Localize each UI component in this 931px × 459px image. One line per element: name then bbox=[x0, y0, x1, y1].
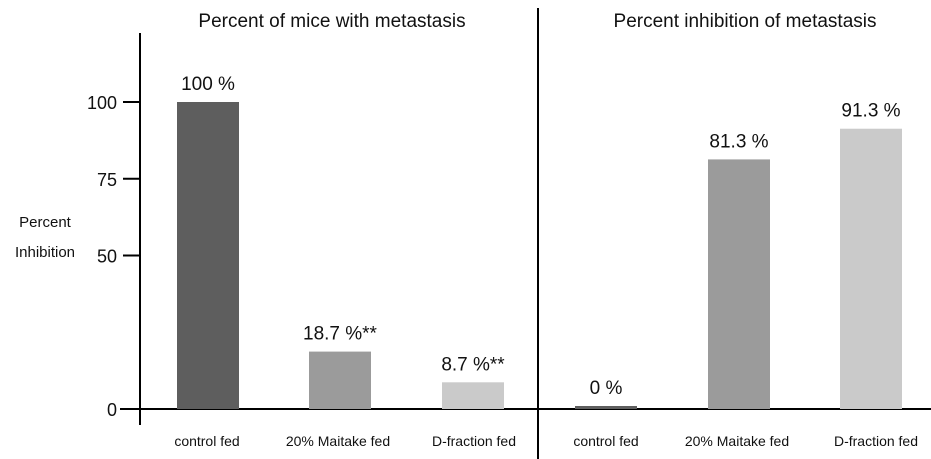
right-panel-title: Percent inhibition of metastasis bbox=[614, 11, 877, 32]
y-tick-label-50: 50 bbox=[97, 247, 117, 267]
y-axis-label-line-1: Percent bbox=[19, 214, 72, 231]
data-label-panel2-3: 91.3 % bbox=[841, 101, 900, 122]
category-label-panel1-1: control fed bbox=[174, 433, 239, 449]
bar-panel2-3 bbox=[840, 128, 902, 410]
y-axis-label-line-2: Inhibition bbox=[15, 244, 75, 261]
bar-panel1-1 bbox=[177, 102, 239, 409]
bar-panel2-1 bbox=[575, 406, 637, 409]
data-label-panel1-2: 18.7 %** bbox=[303, 324, 378, 345]
category-label-panel2-2: 20% Maitake fed bbox=[685, 433, 789, 449]
data-label-panel2-1: 0 % bbox=[590, 378, 623, 399]
y-tick-label-100: 100 bbox=[87, 93, 117, 113]
data-label-panel1-1: 100 % bbox=[181, 74, 235, 95]
data-label-panel1-3: 8.7 %** bbox=[441, 354, 505, 375]
bar-panel1-3 bbox=[442, 382, 504, 409]
category-label-panel2-1: control fed bbox=[573, 433, 638, 449]
data-label-panel2-2: 81.3 % bbox=[709, 131, 768, 152]
category-label-panel2-3: D-fraction fed bbox=[834, 433, 918, 449]
bar-panel1-2 bbox=[309, 351, 371, 409]
category-label-panel1-3: D-fraction fed bbox=[432, 433, 516, 449]
y-tick-label-0: 0 bbox=[107, 400, 117, 420]
y-tick-label-75: 75 bbox=[97, 170, 117, 190]
left-panel-title: Percent of mice with metastasis bbox=[198, 11, 465, 32]
category-label-panel1-2: 20% Maitake fed bbox=[286, 433, 390, 449]
bar-panel2-2 bbox=[708, 159, 770, 409]
